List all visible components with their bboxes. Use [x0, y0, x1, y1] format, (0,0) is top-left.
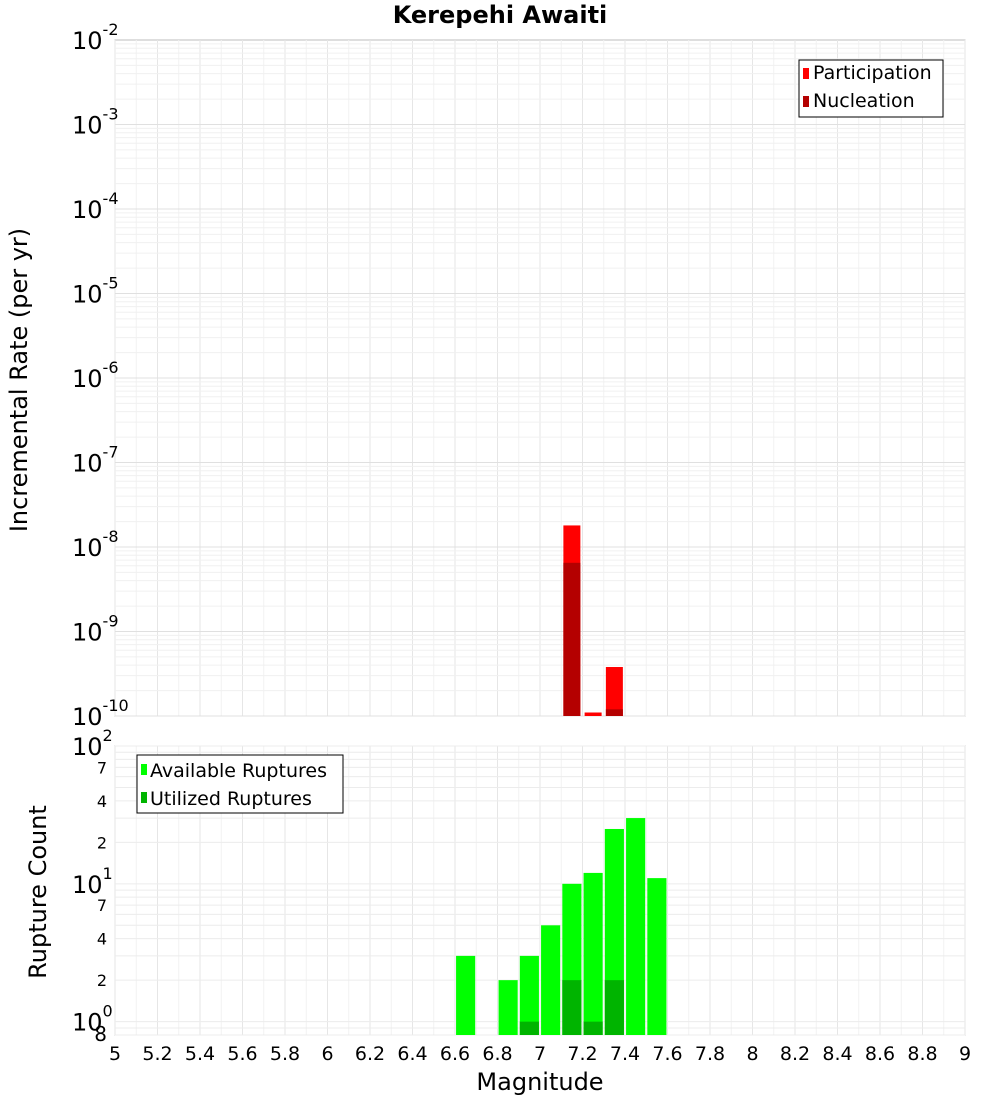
rate-y-axis-label: Incremental Rate (per yr): [5, 228, 33, 532]
nucleation-legend-label: Nucleation: [813, 90, 915, 112]
x-tick-label: 8.2: [780, 1043, 810, 1065]
rate-legend-box: [798, 59, 944, 118]
x-tick-label: 5.4: [185, 1043, 215, 1065]
nucleation-legend-swatch: [803, 96, 809, 107]
count-y-minor-tick-label: 7: [97, 896, 107, 915]
rate-y-tick-label: 10-7: [72, 443, 119, 478]
available-ruptures-legend-swatch: [141, 764, 147, 775]
rate-participation-bar: [584, 712, 602, 716]
count-legend: Available Ruptures Utilized Ruptures: [136, 754, 344, 814]
x-tick-label: 5.2: [142, 1043, 172, 1065]
count-y-minor-tick-label: 2: [97, 833, 107, 852]
count-y-axis-label: Rupture Count: [24, 805, 52, 979]
rate-y-tick-label: 10-8: [72, 527, 119, 562]
rate-bars: [563, 525, 623, 716]
x-tick-label: 7: [534, 1043, 546, 1065]
count-bars: [456, 818, 667, 1035]
rate-y-tick-label: 10-10: [72, 696, 129, 731]
count-y-minor-tick-label: 2: [97, 971, 107, 990]
x-tick-label: 5.6: [227, 1043, 257, 1065]
rate-y-tick-label: 10-3: [72, 105, 119, 140]
x-tick-label: 6.8: [482, 1043, 512, 1065]
count-utilized-ruptures-bar: [519, 1021, 539, 1035]
available-ruptures-legend-label: Available Ruptures: [150, 760, 327, 782]
rate-participation-bar: [605, 667, 623, 716]
count-available-ruptures-bar: [541, 925, 561, 1035]
count-available-ruptures-bar: [583, 872, 603, 1035]
rate-panel: 10-2 10-3 10-4 10-5 10-6 10-7 10-8 10-9 10-10 In…: [5, 20, 966, 731]
x-axis-label: Magnitude: [476, 1068, 603, 1096]
x-tick-label: 9: [959, 1043, 971, 1065]
count-utilized-ruptures-bar: [604, 980, 624, 1035]
rate-y-tick-label: 10-9: [72, 612, 119, 647]
count-y-minor-tick-label: 4: [97, 930, 107, 949]
count-y-minor-tick-label: 4: [97, 792, 107, 811]
rate-y-tick-label: 10-5: [72, 274, 119, 309]
x-tick-labels: 5 5.2 5.4 5.6 5.8 6 6.2 6.4 6.6 6.8 7 7.2 7.4 7.6 7.8 8…: [109, 1043, 971, 1065]
rate-y-tick-label: 10-2: [72, 20, 119, 55]
x-tick-label: 8: [746, 1043, 758, 1065]
count-y-minor-tick-label: 7: [97, 758, 107, 777]
count-grid: [114, 745, 966, 1036]
rate-y-tick-label: 10-6: [72, 358, 119, 393]
count-legend-box: [136, 754, 344, 814]
rate-grid: [114, 40, 966, 717]
count-y-minor-tick-label: 8: [94, 1022, 107, 1046]
utilized-ruptures-legend-label: Utilized Ruptures: [150, 788, 312, 810]
rate-nucleation-bar: [605, 709, 623, 716]
count-available-ruptures-bar: [647, 878, 667, 1035]
count-available-ruptures-bar: [456, 955, 476, 1035]
count-utilized-ruptures-bar: [562, 980, 582, 1035]
rate-legend: Participation Nucleation: [798, 59, 944, 118]
count-y-tick-label: 100: [72, 1002, 113, 1037]
count-y-tick-label: 101: [72, 864, 113, 899]
x-tick-label: 5: [109, 1043, 121, 1065]
count-available-ruptures-bar: [519, 955, 539, 1035]
chart-title: Kerepehi Awaiti: [393, 1, 608, 29]
rate-y-tick-label: 10-4: [72, 189, 119, 224]
count-y-tick-labels: 102 101 100 7 4 2 7 4 2 8: [72, 726, 113, 1046]
x-tick-label: 6.6: [440, 1043, 470, 1065]
count-y-tick-label: 102: [72, 726, 113, 761]
x-tick-label: 8.4: [822, 1043, 852, 1065]
rate-y-tick-labels: 10-2 10-3 10-4 10-5 10-6 10-7 10-8 10-9 10-10: [72, 20, 129, 731]
count-utilized-ruptures-bar: [583, 1021, 603, 1035]
participation-legend-label: Participation: [813, 62, 932, 84]
x-tick-label: 6.2: [355, 1043, 385, 1065]
count-panel: 102 101 100 7 4 2 7 4 2 8 5 5.2 5.4 5.6 5.8 6 6.2 6.4 6.6…: [24, 726, 971, 1096]
count-available-ruptures-bar: [498, 980, 518, 1035]
x-tick-label: 7.8: [695, 1043, 725, 1065]
x-tick-label: 6: [321, 1043, 333, 1065]
x-tick-label: 7.6: [652, 1043, 682, 1065]
x-tick-label: 8.6: [865, 1043, 895, 1065]
x-tick-label: 5.8: [270, 1043, 300, 1065]
utilized-ruptures-legend-swatch: [141, 792, 147, 803]
count-available-ruptures-bar: [626, 818, 646, 1035]
x-tick-label: 7.4: [610, 1043, 640, 1065]
x-tick-label: 8.8: [907, 1043, 937, 1065]
x-tick-label: 6.4: [397, 1043, 427, 1065]
participation-legend-swatch: [803, 68, 809, 79]
x-tick-label: 7.2: [567, 1043, 597, 1065]
rate-nucleation-bar: [563, 562, 581, 716]
